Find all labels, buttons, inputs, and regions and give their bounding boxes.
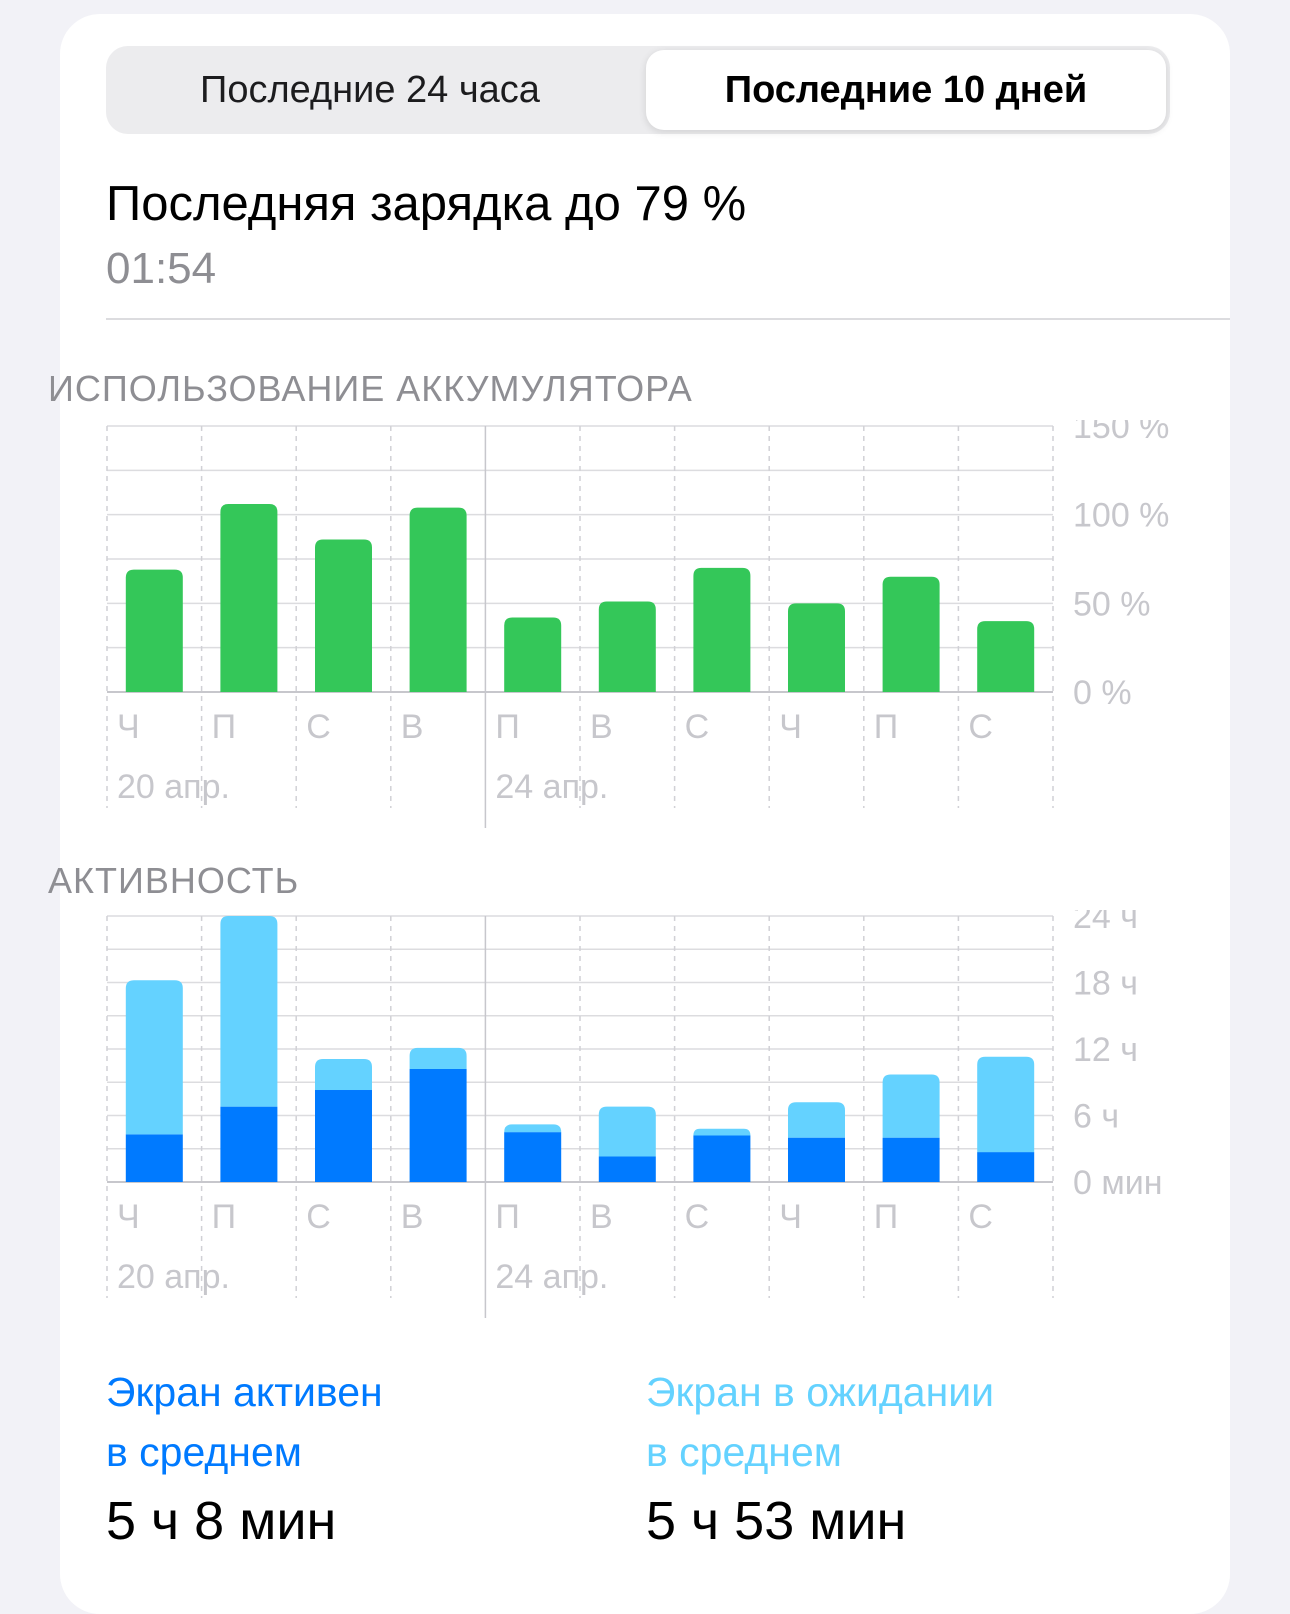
bar-screen-on [788, 1137, 845, 1182]
date-label: 20 апр. [117, 768, 230, 806]
bar-screen-on [598, 1156, 656, 1182]
y-tick-label: 6 ч [1073, 1098, 1119, 1136]
bar-screen-on [409, 1068, 467, 1182]
x-tick-label: Ч [117, 1198, 140, 1236]
battery-usage-title: ИСПОЛЬЗОВАНИЕ АККУМУЛЯТОРА [48, 368, 693, 409]
bar-battery-usage [788, 603, 845, 692]
y-tick-label: 12 ч [1073, 1031, 1138, 1069]
x-tick-label: Ч [779, 1198, 802, 1236]
tab-last-10-days[interactable]: Последние 10 дней [646, 50, 1166, 130]
x-tick-label: П [495, 708, 519, 746]
y-tick-label: 0 мин [1073, 1164, 1163, 1202]
screen-idle-average-value: 5 ч 53 мин [646, 1491, 907, 1551]
screen-on-label-line1: Экран активен [106, 1369, 383, 1415]
x-tick-label: В [590, 1198, 613, 1236]
bar-battery-usage [693, 567, 751, 692]
x-tick-label: В [401, 1198, 424, 1236]
x-tick-label: П [212, 1198, 236, 1236]
screen-on-average-value: 5 ч 8 мин [106, 1491, 337, 1551]
y-tick-label: 18 ч [1073, 965, 1138, 1003]
screen-on-label: Экран активен в среднем [106, 1362, 383, 1482]
date-label: 24 апр. [495, 768, 608, 806]
screen-idle-label: Экран в ожидании в среднем [646, 1362, 994, 1482]
x-tick-label: Ч [117, 708, 140, 746]
bar-battery-usage [409, 507, 467, 692]
x-tick-label: С [306, 708, 331, 746]
bar-screen-idle [598, 1106, 656, 1157]
bar-screen-on [125, 1134, 183, 1182]
y-tick-label: 100 % [1073, 497, 1169, 535]
battery-usage-chart: Ч П С В П В С Ч П С 20 апр. 24 апр. 0 % 50 % 100 % 150 … [106, 420, 1169, 828]
bar-battery-usage [977, 621, 1035, 692]
x-tick-label: П [874, 708, 898, 746]
bar-screen-idle [693, 1128, 751, 1136]
bar-screen-on [315, 1090, 372, 1182]
battery-card: Последние 24 часа Последние 10 дней Посл… [60, 14, 1230, 1614]
last-charge-title: Последняя зарядка до 79 % [106, 177, 747, 231]
bar-battery-usage [504, 617, 562, 692]
activity-chart: Ч П С В П В С Ч П С 20 апр. 24 апр. 0 мин 6 ч 12 ч 18 ч… [106, 910, 1163, 1318]
x-tick-label: Ч [779, 708, 802, 746]
bar-screen-idle [977, 1056, 1035, 1153]
date-label: 24 апр. [495, 1258, 608, 1296]
bar-battery-usage [315, 539, 372, 692]
x-tick-label: В [590, 708, 613, 746]
bar-screen-idle [315, 1058, 372, 1091]
screen-idle-label-line2: в среднем [646, 1429, 842, 1475]
bar-battery-usage [882, 576, 940, 692]
y-tick-label: 50 % [1073, 585, 1151, 623]
bar-battery-usage [220, 504, 278, 692]
bar-screen-idle [409, 1047, 467, 1069]
bar-screen-idle [220, 916, 278, 1107]
x-tick-label: П [495, 1198, 519, 1236]
x-tick-label: С [968, 708, 993, 746]
x-tick-label: С [968, 1198, 993, 1236]
y-tick-label: 150 % [1073, 420, 1169, 446]
bar-screen-on [882, 1137, 940, 1182]
screen-idle-label-line1: Экран в ожидании [646, 1369, 995, 1415]
x-tick-label: С [685, 708, 710, 746]
bar-screen-idle [504, 1124, 562, 1133]
bar-screen-idle [788, 1102, 845, 1138]
bar-battery-usage [598, 601, 656, 692]
activity-title: АКТИВНОСТЬ [48, 860, 300, 901]
bar-screen-on [977, 1152, 1035, 1182]
x-tick-label: С [685, 1198, 710, 1236]
bar-battery-usage [125, 569, 183, 692]
bar-screen-on [220, 1106, 278, 1182]
screen-on-label-line2: в среднем [106, 1429, 302, 1475]
last-charge-time: 01:54 [106, 244, 217, 293]
x-tick-label: В [401, 708, 424, 746]
bar-screen-idle [125, 980, 183, 1135]
date-label: 20 апр. [117, 1258, 230, 1296]
bar-screen-on [693, 1135, 751, 1182]
x-tick-label: С [306, 1198, 331, 1236]
y-tick-label: 0 % [1073, 674, 1132, 712]
y-tick-label: 24 ч [1073, 910, 1138, 936]
bar-screen-idle [882, 1074, 940, 1138]
divider [106, 318, 1230, 320]
period-segmented-control: Последние 24 часа Последние 10 дней [106, 46, 1170, 134]
x-tick-label: П [212, 708, 236, 746]
x-tick-label: П [874, 1198, 898, 1236]
bar-screen-on [504, 1132, 562, 1182]
tab-last-24-hours[interactable]: Последние 24 часа [200, 68, 540, 111]
